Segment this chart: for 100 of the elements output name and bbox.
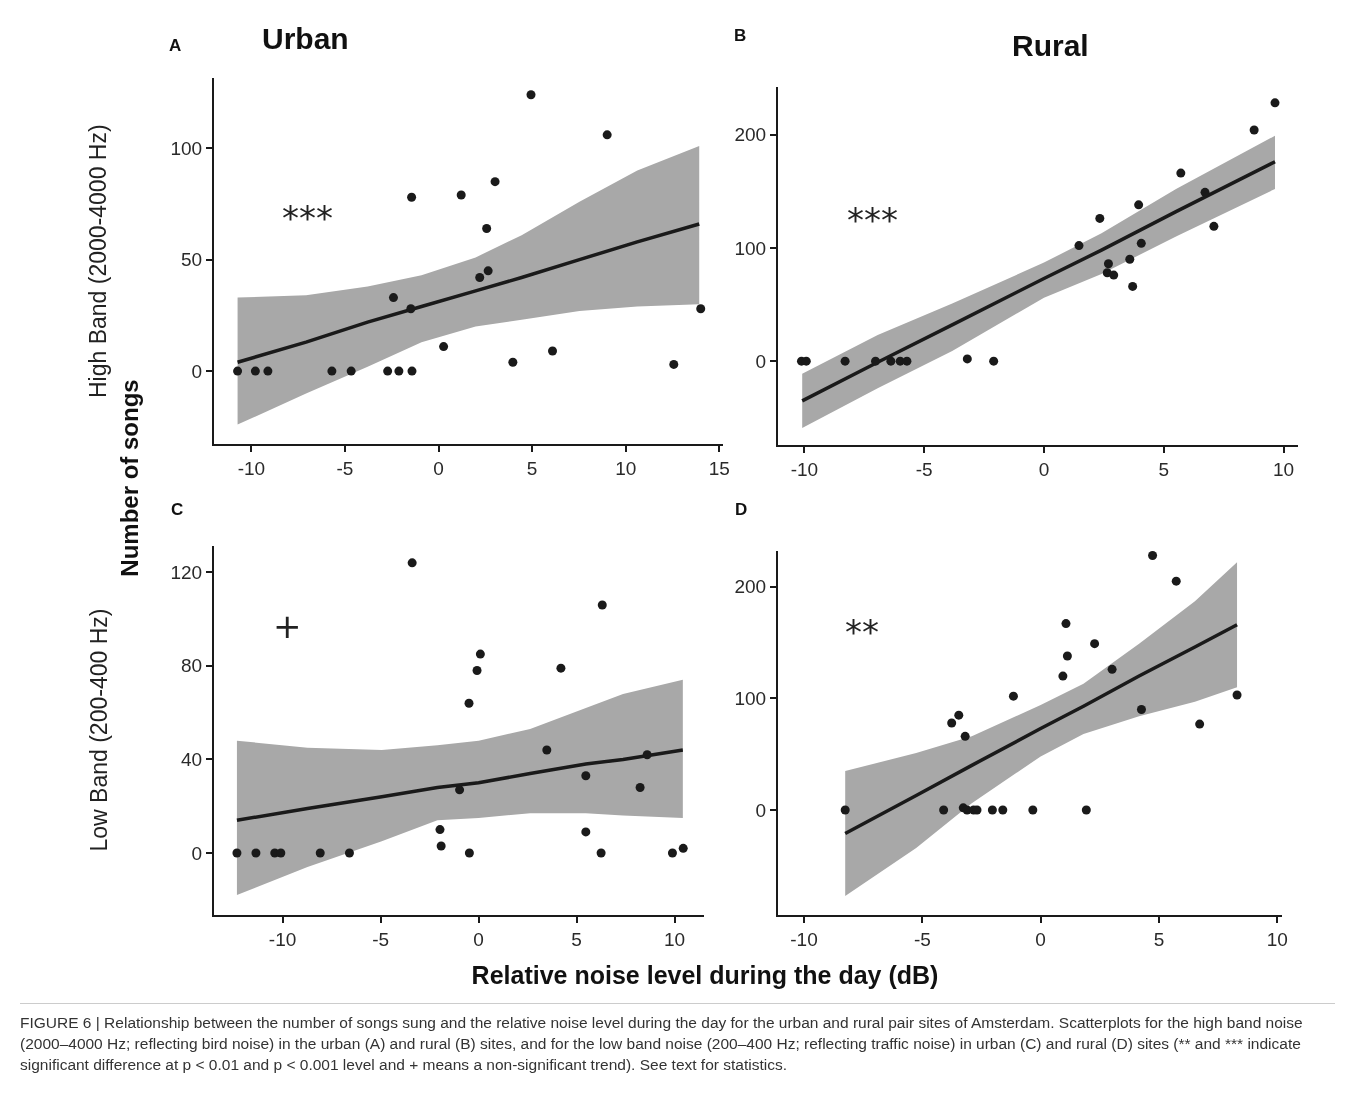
x-tick-label: -10	[790, 928, 818, 950]
point	[1074, 241, 1084, 251]
point	[1270, 98, 1280, 108]
annotation: ***	[282, 198, 333, 238]
point	[1008, 691, 1018, 701]
point	[1028, 805, 1038, 815]
x-tick-label: -10	[790, 458, 819, 480]
x-tick-label: 5	[526, 457, 538, 479]
point	[1107, 664, 1117, 674]
point	[669, 359, 679, 369]
line-series	[235, 748, 685, 822]
point	[394, 366, 404, 376]
point	[388, 293, 398, 303]
y-tick-label: 0	[755, 799, 767, 821]
point	[1209, 221, 1219, 231]
point	[1136, 238, 1146, 248]
y-tick-label: 120	[170, 561, 203, 583]
chart-title: Urban	[262, 22, 349, 55]
point	[1195, 719, 1205, 729]
point	[1081, 805, 1091, 815]
point	[1176, 168, 1186, 178]
point	[475, 272, 485, 282]
line-series	[800, 160, 1277, 403]
x-tick-label: -10	[268, 928, 297, 950]
point	[960, 731, 970, 741]
point	[1109, 270, 1119, 280]
y-tick-label: 0	[191, 360, 203, 382]
line-series	[235, 222, 701, 364]
point	[871, 356, 881, 366]
point	[962, 354, 972, 364]
point	[1128, 281, 1138, 291]
point	[435, 825, 445, 835]
x-tick-label: -5	[372, 928, 390, 950]
point	[954, 710, 964, 720]
point	[902, 356, 912, 366]
point	[1090, 639, 1100, 649]
text: B	[734, 26, 747, 45]
point	[263, 366, 273, 376]
point	[276, 848, 286, 858]
point	[998, 805, 1008, 815]
point	[1134, 200, 1144, 210]
point	[406, 304, 416, 314]
point	[344, 848, 354, 858]
y-tick-label: 80	[181, 655, 203, 677]
point	[232, 848, 242, 858]
point	[581, 771, 591, 781]
chart-title: Rural	[1012, 29, 1089, 62]
x-tick-label: 0	[1038, 458, 1050, 480]
x-tick-label: -10	[237, 457, 266, 479]
x-tick-label: 10	[1273, 458, 1295, 480]
point	[315, 848, 325, 858]
annotation: ***	[847, 200, 898, 240]
point	[508, 357, 518, 367]
point	[548, 346, 558, 356]
x-tick-label: 10	[664, 928, 686, 950]
point	[383, 366, 393, 376]
point	[407, 558, 417, 568]
point	[602, 130, 612, 140]
point	[840, 356, 850, 366]
point	[439, 342, 449, 352]
annotation: **	[845, 612, 879, 652]
point	[989, 356, 999, 366]
point	[490, 177, 500, 187]
y-axis-title: High Band (2000-4000 Hz)	[85, 124, 111, 398]
point	[464, 698, 474, 708]
point	[327, 366, 337, 376]
x-tick-label: 10	[1266, 928, 1288, 950]
y-tick-label: 100	[734, 688, 767, 710]
point	[482, 223, 492, 233]
x-tick-label: 15	[708, 457, 730, 479]
point	[483, 266, 493, 276]
point	[346, 366, 356, 376]
point	[455, 785, 465, 795]
x-tick-label: 5	[571, 928, 582, 950]
y-tick-label: 50	[181, 249, 203, 271]
point	[233, 366, 243, 376]
text: A	[169, 36, 182, 55]
point	[1103, 259, 1113, 269]
point	[526, 90, 536, 100]
point	[886, 356, 896, 366]
point	[1171, 576, 1181, 586]
point	[475, 649, 485, 659]
point	[581, 827, 591, 837]
point	[556, 663, 566, 673]
y-axis-title: Low Band (200-400 Hz)	[85, 608, 112, 852]
point	[456, 190, 466, 200]
point	[987, 805, 997, 815]
x-tick-label: 0	[1035, 928, 1046, 950]
x-tick-label: 0	[433, 457, 444, 479]
point	[542, 745, 552, 755]
point	[635, 782, 645, 792]
point	[250, 366, 260, 376]
point	[667, 848, 677, 858]
point	[1061, 619, 1071, 629]
point	[678, 843, 688, 853]
point	[1148, 550, 1158, 560]
x-tick-label: -5	[915, 458, 933, 480]
point	[436, 841, 446, 851]
point	[939, 805, 949, 815]
caption: FIGURE 6 | Relationship between the number of songs sung and the relative noise level during the day for the urban and rural pair sites of Amsterdam. Scatterplots for the high band noise (2000–4000 Hz; reflecting bird noise) in the urban (A) and rural (B) sites, and for the low band noise (200–400 Hz; reflecting traffic noise) in urban (C) and rural (D) sites (** and *** indicate significant difference at p < 0.01 and p < 0.001 level and + means a non-significant trend). See text for statistics.	[20, 1003, 1335, 1075]
